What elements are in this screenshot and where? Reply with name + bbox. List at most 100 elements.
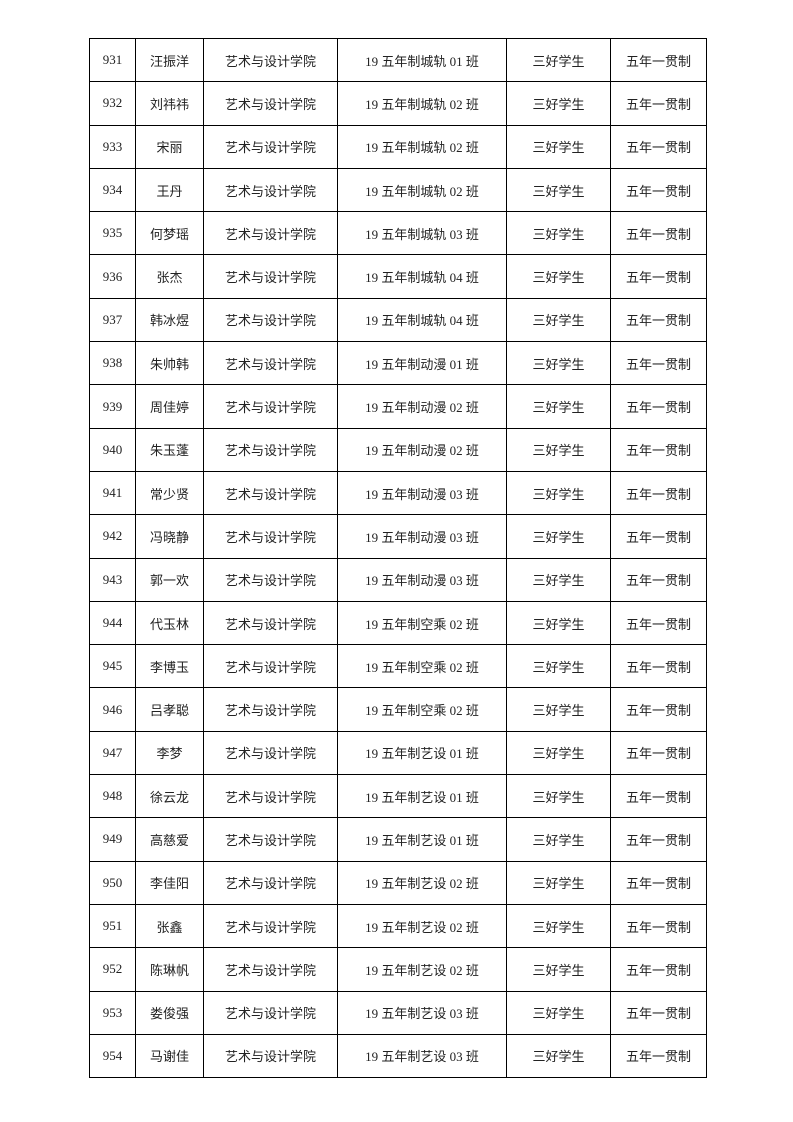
- table-row: 944 代玉林 艺术与设计学院 19 五年制空乘 02 班三好学生 五年一贯制: [89, 600, 707, 646]
- serial-number-cell: 931: [89, 37, 136, 83]
- serial-number-cell: 954: [89, 1033, 136, 1079]
- award-cell: 三好学生: [506, 903, 611, 949]
- serial-number-cell: 941: [89, 470, 136, 516]
- student-name-cell: 李佳阳: [135, 860, 204, 905]
- student-name-cell: 陈琳帆: [135, 947, 204, 992]
- student-name-cell: 何梦瑶: [135, 211, 204, 256]
- award-cell: 三好学生: [506, 297, 611, 343]
- award-roster-table: 931 汪振洋 艺术与设计学院 19 五年制城轨 01 班三好学生 五年一贯制 932 刘祎…: [89, 37, 707, 1079]
- program-type-cell: 五年一贯制: [610, 297, 707, 343]
- program-type-cell: 五年一贯制: [610, 903, 707, 949]
- class-cell: 19 五年制艺设 01 班: [337, 730, 507, 776]
- class-cell: 19 五年制城轨 01 班: [337, 37, 507, 83]
- class-cell: 19 五年制动漫 03 班: [337, 514, 507, 559]
- program-type-cell: 五年一贯制: [610, 860, 707, 905]
- class-cell: 19 五年制城轨 02 班: [337, 124, 507, 169]
- award-cell: 三好学生: [506, 687, 611, 732]
- student-name-cell: 刘祎祎: [135, 81, 204, 126]
- table-row: 948 徐云龙 艺术与设计学院 19 五年制艺设 01 班三好学生 五年一贯制: [89, 774, 707, 819]
- table-row: 951 张鑫 艺术与设计学院 19 五年制艺设 02 班三好学生 五年一贯制: [89, 903, 707, 949]
- college-cell: 艺术与设计学院: [203, 730, 338, 776]
- class-cell: 19 五年制空乘 02 班: [337, 600, 507, 646]
- student-name-cell: 郭一欢: [135, 557, 204, 602]
- serial-number-cell: 943: [89, 557, 136, 602]
- table-row: 946 吕孝聪 艺术与设计学院 19 五年制空乘 02 班三好学生 五年一贯制: [89, 687, 707, 732]
- table-row: 953 娄俊强 艺术与设计学院 19 五年制艺设 03 班三好学生 五年一贯制: [89, 990, 707, 1035]
- table-row: 937 韩冰煜 艺术与设计学院 19 五年制城轨 04 班三好学生 五年一贯制: [89, 297, 707, 343]
- serial-number-cell: 936: [89, 254, 136, 299]
- student-name-cell: 汪振洋: [135, 37, 204, 83]
- college-cell: 艺术与设计学院: [203, 427, 338, 472]
- student-name-cell: 韩冰煜: [135, 297, 204, 343]
- award-cell: 三好学生: [506, 730, 611, 776]
- student-name-cell: 朱帅韩: [135, 341, 204, 386]
- serial-number-cell: 947: [89, 730, 136, 776]
- table-row: 938 朱帅韩 艺术与设计学院 19 五年制动漫 01 班三好学生 五年一贯制: [89, 341, 707, 386]
- student-name-cell: 王丹: [135, 167, 204, 213]
- class-cell: 19 五年制艺设 01 班: [337, 774, 507, 819]
- student-name-cell: 冯晓静: [135, 514, 204, 559]
- student-name-cell: 代玉林: [135, 600, 204, 646]
- class-cell: 19 五年制艺设 03 班: [337, 1033, 507, 1079]
- college-cell: 艺术与设计学院: [203, 947, 338, 992]
- table-row: 931 汪振洋 艺术与设计学院 19 五年制城轨 01 班三好学生 五年一贯制: [89, 37, 707, 83]
- table-row: 950 李佳阳 艺术与设计学院 19 五年制艺设 02 班三好学生 五年一贯制: [89, 860, 707, 905]
- serial-number-cell: 945: [89, 644, 136, 689]
- serial-number-cell: 932: [89, 81, 136, 126]
- award-cell: 三好学生: [506, 947, 611, 992]
- program-type-cell: 五年一贯制: [610, 384, 707, 429]
- table-row: 932 刘祎祎 艺术与设计学院 19 五年制城轨 02 班三好学生 五年一贯制: [89, 81, 707, 126]
- program-type-cell: 五年一贯制: [610, 124, 707, 169]
- student-name-cell: 高慈爱: [135, 817, 204, 862]
- award-cell: 三好学生: [506, 384, 611, 429]
- program-type-cell: 五年一贯制: [610, 774, 707, 819]
- serial-number-cell: 934: [89, 167, 136, 213]
- table-row: 933 宋丽 艺术与设计学院 19 五年制城轨 02 班三好学生 五年一贯制: [89, 124, 707, 169]
- class-cell: 19 五年制城轨 03 班: [337, 211, 507, 256]
- table-row: 952 陈琳帆 艺术与设计学院 19 五年制艺设 02 班三好学生 五年一贯制: [89, 947, 707, 992]
- class-cell: 19 五年制艺设 02 班: [337, 947, 507, 992]
- student-name-cell: 朱玉蓬: [135, 427, 204, 472]
- table-row: 939 周佳婷 艺术与设计学院 19 五年制动漫 02 班三好学生 五年一贯制: [89, 384, 707, 429]
- student-name-cell: 张鑫: [135, 903, 204, 949]
- class-cell: 19 五年制艺设 02 班: [337, 903, 507, 949]
- serial-number-cell: 942: [89, 514, 136, 559]
- serial-number-cell: 935: [89, 211, 136, 256]
- program-type-cell: 五年一贯制: [610, 947, 707, 992]
- award-cell: 三好学生: [506, 124, 611, 169]
- program-type-cell: 五年一贯制: [610, 1033, 707, 1079]
- college-cell: 艺术与设计学院: [203, 817, 338, 862]
- college-cell: 艺术与设计学院: [203, 341, 338, 386]
- serial-number-cell: 950: [89, 860, 136, 905]
- class-cell: 19 五年制城轨 02 班: [337, 167, 507, 213]
- program-type-cell: 五年一贯制: [610, 990, 707, 1035]
- serial-number-cell: 949: [89, 817, 136, 862]
- college-cell: 艺术与设计学院: [203, 470, 338, 516]
- student-name-cell: 常少贤: [135, 470, 204, 516]
- student-name-cell: 宋丽: [135, 124, 204, 169]
- award-cell: 三好学生: [506, 557, 611, 602]
- award-cell: 三好学生: [506, 254, 611, 299]
- program-type-cell: 五年一贯制: [610, 427, 707, 472]
- college-cell: 艺术与设计学院: [203, 600, 338, 646]
- college-cell: 艺术与设计学院: [203, 254, 338, 299]
- class-cell: 19 五年制空乘 02 班: [337, 644, 507, 689]
- program-type-cell: 五年一贯制: [610, 254, 707, 299]
- college-cell: 艺术与设计学院: [203, 384, 338, 429]
- college-cell: 艺术与设计学院: [203, 514, 338, 559]
- award-cell: 三好学生: [506, 774, 611, 819]
- class-cell: 19 五年制动漫 03 班: [337, 470, 507, 516]
- college-cell: 艺术与设计学院: [203, 37, 338, 83]
- award-cell: 三好学生: [506, 211, 611, 256]
- class-cell: 19 五年制艺设 02 班: [337, 860, 507, 905]
- table-row: 936 张杰 艺术与设计学院 19 五年制城轨 04 班三好学生 五年一贯制: [89, 254, 707, 299]
- college-cell: 艺术与设计学院: [203, 557, 338, 602]
- program-type-cell: 五年一贯制: [610, 470, 707, 516]
- award-cell: 三好学生: [506, 427, 611, 472]
- class-cell: 19 五年制城轨 04 班: [337, 254, 507, 299]
- table-row: 942 冯晓静 艺术与设计学院 19 五年制动漫 03 班三好学生 五年一贯制: [89, 514, 707, 559]
- serial-number-cell: 948: [89, 774, 136, 819]
- college-cell: 艺术与设计学院: [203, 644, 338, 689]
- serial-number-cell: 933: [89, 124, 136, 169]
- college-cell: 艺术与设计学院: [203, 687, 338, 732]
